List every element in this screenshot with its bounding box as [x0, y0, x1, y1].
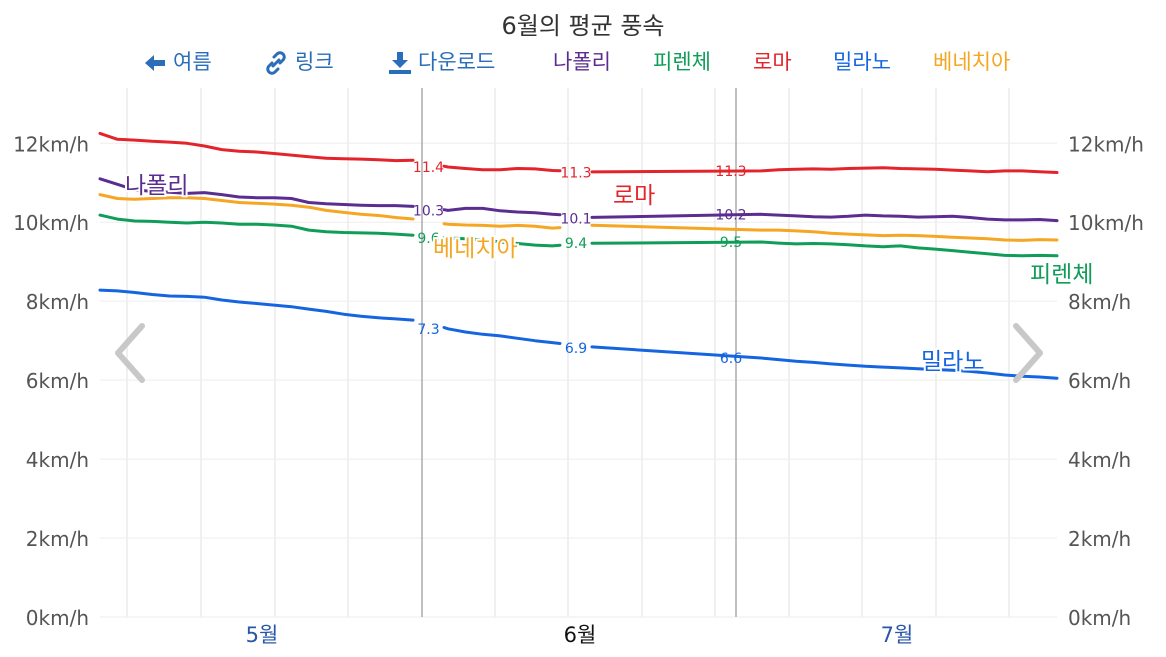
series-label-venice: 베네치아	[433, 236, 518, 262]
y-tick-label-right: 2km/h	[1068, 527, 1131, 551]
series-line-rome	[98, 131, 415, 163]
data-label-milan: 6.6	[720, 351, 742, 367]
data-label-florence: 9.6	[417, 231, 439, 247]
series-line-florence	[98, 213, 415, 237]
y-tick-label-left: 4km/h	[26, 448, 89, 472]
download-button[interactable]: 다운로드	[388, 46, 495, 78]
series-line-florence	[590, 240, 1059, 258]
series-line-milan	[442, 326, 562, 345]
series-line-naples	[442, 206, 562, 217]
series-line-milan	[98, 288, 415, 322]
download-label: 다운로드	[418, 50, 496, 74]
chevron-right-icon	[1013, 323, 1043, 383]
y-tick-label-left: 8km/h	[26, 290, 89, 314]
y-tick-label-left: 2km/h	[26, 527, 89, 551]
x-axis-month-label: 7월	[881, 623, 914, 647]
series-line-venice	[590, 223, 1059, 242]
data-label-milan: 7.3	[417, 322, 439, 338]
x-axis-month-label: 6월	[564, 623, 597, 647]
series-rome: 11.4 11.3 11.3	[98, 131, 1059, 181]
series-naples: 10.3 10.1 10.2	[98, 177, 1059, 227]
data-label-naples: 10.3	[413, 203, 444, 219]
series-milan: 7.3 6.9 6.6	[98, 288, 1059, 380]
y-tick-label-right: 10km/h	[1068, 211, 1144, 235]
chevron-left-icon	[115, 323, 145, 383]
previous-arrow-button[interactable]	[110, 320, 150, 386]
series-florence: 9.6 9.4 9.5	[98, 213, 1059, 258]
data-label-rome: 11.4	[413, 160, 444, 176]
back-button[interactable]: 여름	[143, 46, 212, 78]
data-label-florence: 9.4	[565, 236, 587, 252]
legend-item-milan[interactable]: 밀라노	[833, 50, 891, 74]
series-line-milan	[590, 345, 1059, 380]
legend-toolbar: 여름 링크 다운로드 나폴리 피렌체 로마 밀라노 베네치아	[0, 46, 1166, 80]
back-label: 여름	[173, 50, 212, 74]
legend-item-naples[interactable]: 나폴리	[553, 50, 611, 74]
series-line-florence	[442, 236, 562, 248]
series-label-milan: 밀라노	[921, 349, 984, 375]
data-label-naples: 10.1	[560, 211, 591, 227]
link-icon	[266, 51, 286, 75]
series-line-rome	[590, 166, 1059, 174]
gridlines	[100, 88, 1057, 618]
series-label-florence: 피렌체	[1030, 262, 1093, 288]
data-label-naples: 10.2	[715, 207, 746, 223]
next-arrow-button[interactable]	[1008, 320, 1048, 386]
series-venice	[98, 193, 1059, 242]
y-tick-label-left: 6km/h	[26, 369, 89, 393]
series-line-venice	[98, 193, 415, 221]
y-tick-label-right: 8km/h	[1068, 290, 1131, 314]
arrow-left-icon	[145, 55, 165, 71]
series-line-venice	[442, 222, 562, 230]
y-tick-label-right: 12km/h	[1068, 132, 1144, 156]
data-label-milan: 6.9	[565, 341, 587, 357]
series-label-rome: 로마	[613, 183, 655, 209]
series-line-naples	[98, 177, 415, 208]
link-label: 링크	[295, 50, 334, 74]
data-label-rome: 11.3	[560, 165, 591, 181]
series-line-naples	[590, 212, 1059, 223]
legend-item-venice[interactable]: 베네치아	[933, 50, 1011, 74]
legend-item-rome[interactable]: 로마	[753, 50, 792, 74]
x-axis-month-label: 5월	[246, 623, 279, 647]
y-tick-label-right: 0km/h	[1068, 606, 1131, 630]
legend-item-florence[interactable]: 피렌체	[653, 50, 711, 74]
y-tick-label-right: 6km/h	[1068, 369, 1131, 393]
series-label-naples: 나폴리	[125, 173, 188, 199]
y-tick-label-right: 4km/h	[1068, 448, 1131, 472]
link-button[interactable]: 링크	[263, 46, 334, 78]
y-tick-label-left: 0km/h	[26, 606, 89, 630]
series-line-rome	[442, 164, 562, 173]
y-tick-label-left: 12km/h	[13, 132, 89, 156]
y-tick-label-left: 10km/h	[13, 211, 89, 235]
download-icon	[389, 52, 411, 74]
chart-title: 6월의 평균 풍속	[501, 12, 665, 40]
data-label-florence: 9.5	[720, 235, 742, 251]
data-label-rome: 11.3	[715, 164, 746, 180]
